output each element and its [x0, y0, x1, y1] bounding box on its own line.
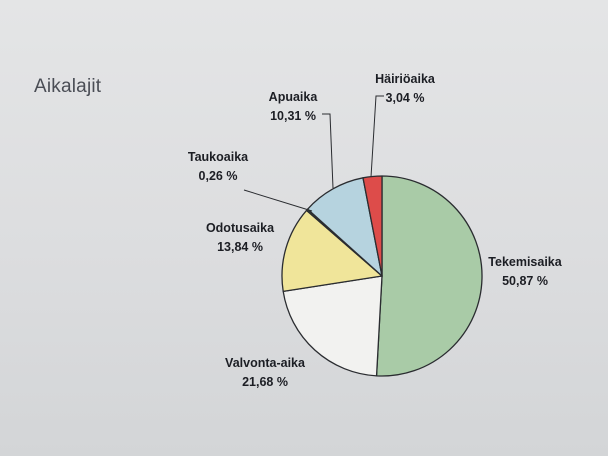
pie-labels: Tekemisaika 50,87 % Valvonta-aika 21,68 % Od…: [188, 72, 563, 389]
slice-label-apuaika: Apuaika: [269, 90, 319, 104]
slice-label-hairioaika: Häiriöaika: [375, 72, 436, 86]
slice-label-odotusaika: Odotusaika: [206, 221, 275, 235]
leader-line-apuaika: [322, 113, 334, 189]
pie-slice-hairioaika: [362, 175, 383, 277]
slice-label-taukoaika: Taukoaika: [188, 150, 249, 164]
slice-label-valvonta-aika: Valvonta-aika: [225, 356, 306, 370]
leader-line-hairioaika: [370, 95, 384, 178]
leader-line-taukoaika: [243, 189, 313, 212]
slice-value-apuaika: 10,31 %: [270, 109, 316, 123]
pie-leader-lines: [243, 95, 384, 212]
pie-slices: [281, 175, 483, 377]
slice-value-odotusaika: 13,84 %: [217, 240, 263, 254]
slice-label-tekemisaika: Tekemisaika: [488, 255, 562, 269]
page-title: Aikalajit: [34, 76, 102, 97]
slice-value-tekemisaika: 50,87 %: [502, 274, 548, 288]
pie-slice-valvonta-aika: [282, 275, 383, 377]
slice-value-taukoaika: 0,26 %: [199, 169, 238, 183]
pie-slice-tekemisaika: [375, 175, 483, 377]
pie-slice-odotusaika: [281, 209, 383, 292]
slice-value-valvonta-aika: 21,68 %: [242, 375, 288, 389]
slice-value-hairioaika: 3,04 %: [386, 91, 425, 105]
